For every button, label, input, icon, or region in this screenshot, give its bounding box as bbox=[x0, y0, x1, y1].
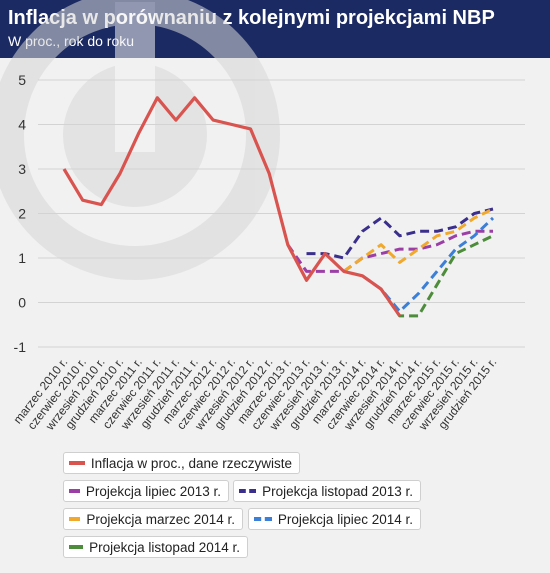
series-line-2 bbox=[306, 207, 494, 260]
legend-item: Projekcja lipiec 2014 r. bbox=[248, 508, 421, 530]
y-tick-label: 3 bbox=[18, 161, 26, 177]
y-tick-label: 0 bbox=[18, 295, 26, 311]
legend-label: Inflacja w proc., dane rzeczywiste bbox=[90, 455, 292, 471]
legend-label: Projekcja listopad 2014 r. bbox=[89, 539, 240, 555]
y-tick-label: -1 bbox=[14, 339, 27, 355]
y-tick-label: 2 bbox=[18, 206, 26, 222]
legend-label: Projekcja listopad 2013 r. bbox=[262, 483, 413, 499]
legend-label: Projekcja lipiec 2014 r. bbox=[277, 511, 413, 527]
series-layer bbox=[62, 96, 495, 318]
legend-swatch bbox=[69, 489, 80, 493]
legend-item: Projekcja marzec 2014 r. bbox=[63, 508, 243, 530]
series-line-4 bbox=[361, 216, 495, 313]
series-line-5 bbox=[379, 234, 494, 318]
legend-swatch bbox=[69, 517, 81, 521]
y-tick-label: 5 bbox=[18, 72, 26, 88]
legend-label: Projekcja marzec 2014 r. bbox=[86, 511, 235, 527]
y-tick-label: 4 bbox=[18, 117, 26, 133]
y-axis-ticks: -1 0 1 2 3 4 5 bbox=[14, 72, 27, 355]
legend-swatch bbox=[254, 517, 272, 521]
legend-swatch bbox=[239, 489, 257, 493]
y-tick-label: 1 bbox=[18, 250, 26, 266]
legend-swatch bbox=[69, 461, 85, 465]
grid-layer bbox=[38, 79, 525, 348]
legend-item: Inflacja w proc., dane rzeczywiste bbox=[63, 452, 300, 474]
legend-swatch bbox=[69, 545, 84, 549]
series-line-1 bbox=[286, 229, 493, 273]
series-line-3 bbox=[342, 207, 494, 273]
x-axis-ticks: marzec 2010 r.czerwiec 2010 r.wrzesień 2… bbox=[10, 355, 499, 433]
legend-item: Projekcja listopad 2013 r. bbox=[233, 480, 421, 502]
watermark-logo bbox=[0, 0, 280, 280]
legend-item: Projekcja listopad 2014 r. bbox=[63, 536, 248, 558]
legend-item: Projekcja lipiec 2013 r. bbox=[63, 480, 229, 502]
series-line-0 bbox=[62, 96, 402, 317]
legend-label: Projekcja lipiec 2013 r. bbox=[85, 483, 221, 499]
